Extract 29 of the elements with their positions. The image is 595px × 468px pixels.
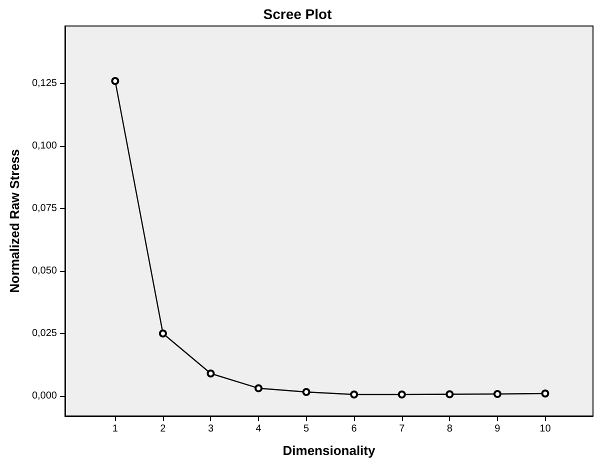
- chart-title: Scree Plot: [263, 6, 332, 22]
- x-tick-label: 5: [304, 424, 310, 434]
- x-tick-label: 7: [399, 424, 406, 434]
- x-tick-label: 6: [351, 424, 358, 434]
- point: [206, 370, 215, 378]
- y-tick-label: 0,025: [32, 328, 58, 339]
- x-tick-label: 3: [208, 424, 214, 434]
- x-tick-label: 9: [494, 424, 501, 434]
- point: [254, 384, 263, 392]
- y-axis-title: Normalized Raw Stress: [7, 149, 22, 293]
- y-tick-label: 0,050: [32, 266, 58, 276]
- point: [446, 390, 454, 398]
- x-tick-label: 1: [112, 424, 118, 434]
- y-tick-label: 0,075: [32, 203, 58, 214]
- point: [111, 77, 120, 85]
- point: [158, 330, 167, 338]
- point: [541, 390, 550, 398]
- point: [493, 390, 502, 398]
- y-tick-label: 0,125: [32, 78, 58, 89]
- y-tick-label: 0,100: [32, 140, 58, 152]
- x-axis-title: Dimensionality: [282, 443, 376, 458]
- x-tick-label: 2: [160, 424, 166, 434]
- point: [302, 388, 310, 396]
- point: [398, 390, 406, 398]
- x-tick-label: 10: [540, 424, 552, 434]
- x-tick-label: 8: [446, 424, 453, 434]
- y-tick-label: 0,000: [32, 390, 58, 402]
- point: [350, 390, 358, 398]
- x-tick-label: 4: [256, 424, 262, 434]
